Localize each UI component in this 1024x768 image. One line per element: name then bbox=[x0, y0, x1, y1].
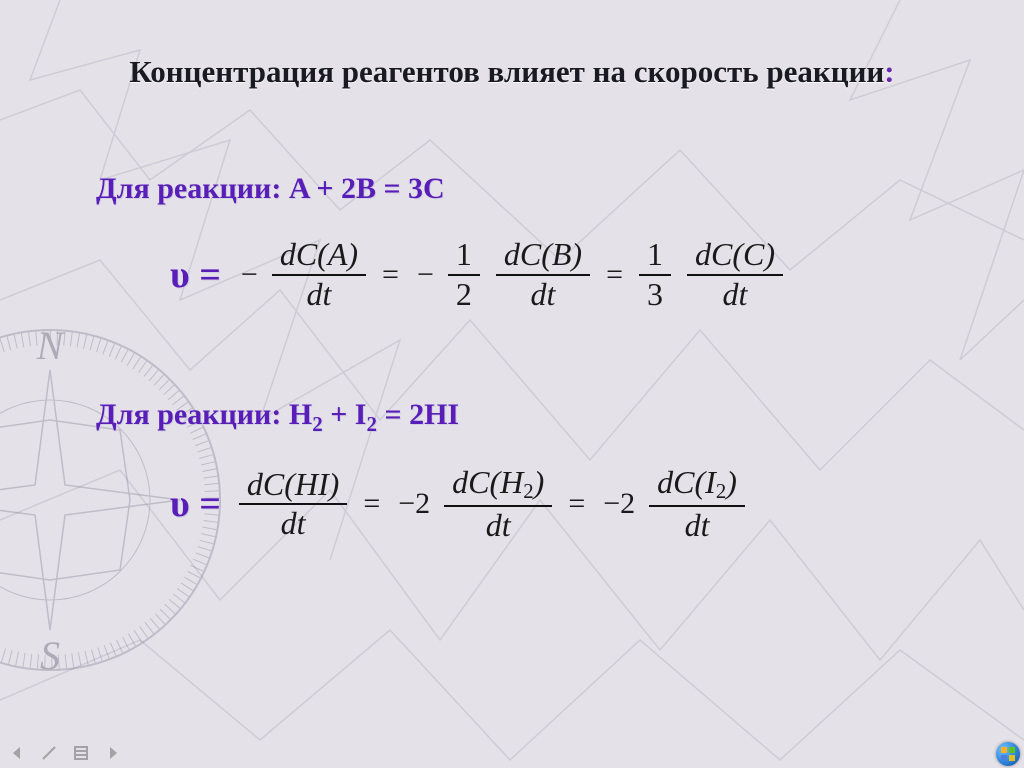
slide-canvas: N W S Концентрация реагентов влияет на с… bbox=[0, 0, 1024, 768]
example1-heading: Для реакции: A + 2B = 3C bbox=[96, 172, 445, 206]
term-2a: dC(HI) dt bbox=[239, 468, 347, 541]
slideshow-controls bbox=[8, 744, 122, 762]
background-decoration bbox=[0, 0, 1024, 768]
term-1a: dC(A) dt bbox=[272, 238, 366, 311]
taskbar-fragment bbox=[954, 740, 1024, 768]
term-2c: dC(I2) dt bbox=[649, 466, 745, 543]
pen-icon[interactable] bbox=[40, 744, 58, 762]
compass-s: S bbox=[40, 633, 60, 678]
coef-1b: 1 2 bbox=[448, 238, 480, 311]
example1-equation: A + 2B = 3C bbox=[289, 172, 445, 205]
rate-equation-1: υ = − dC(A) dt = − 1 2 dC(B) dt = 1 bbox=[170, 238, 789, 311]
term-2b: dC(H2) dt bbox=[444, 466, 552, 543]
next-slide-icon[interactable] bbox=[104, 744, 122, 762]
example2-heading: Для реакции: H2 + I2 = 2HI bbox=[96, 398, 459, 437]
rate-symbol-2: υ = bbox=[170, 482, 221, 526]
rate-symbol-1: υ = bbox=[170, 253, 221, 297]
example2-prefix: Для реакции: bbox=[96, 398, 289, 431]
title-text: Концентрация реагентов влияет на скорост… bbox=[129, 54, 884, 89]
term-1b: dC(B) dt bbox=[496, 238, 590, 311]
menu-icon[interactable] bbox=[72, 744, 90, 762]
slide-title: Концентрация реагентов влияет на скорост… bbox=[0, 54, 1024, 90]
title-colon: : bbox=[884, 54, 894, 89]
term-1c: dC(C) dt bbox=[687, 238, 783, 311]
start-orb-icon[interactable] bbox=[996, 742, 1020, 766]
compass-n: N bbox=[36, 323, 66, 368]
prev-slide-icon[interactable] bbox=[8, 744, 26, 762]
rate-expression-1: − dC(A) dt = − 1 2 dC(B) dt = 1 3 bbox=[233, 238, 789, 311]
rate-expression-2: dC(HI) dt = −2 dC(H2) dt = −2 dC(I2) dt bbox=[233, 466, 751, 543]
coef-1c: 1 3 bbox=[639, 238, 671, 311]
example1-prefix: Для реакции: bbox=[96, 172, 289, 205]
rate-equation-2: υ = dC(HI) dt = −2 dC(H2) dt = −2 dC(I2)… bbox=[170, 466, 751, 543]
